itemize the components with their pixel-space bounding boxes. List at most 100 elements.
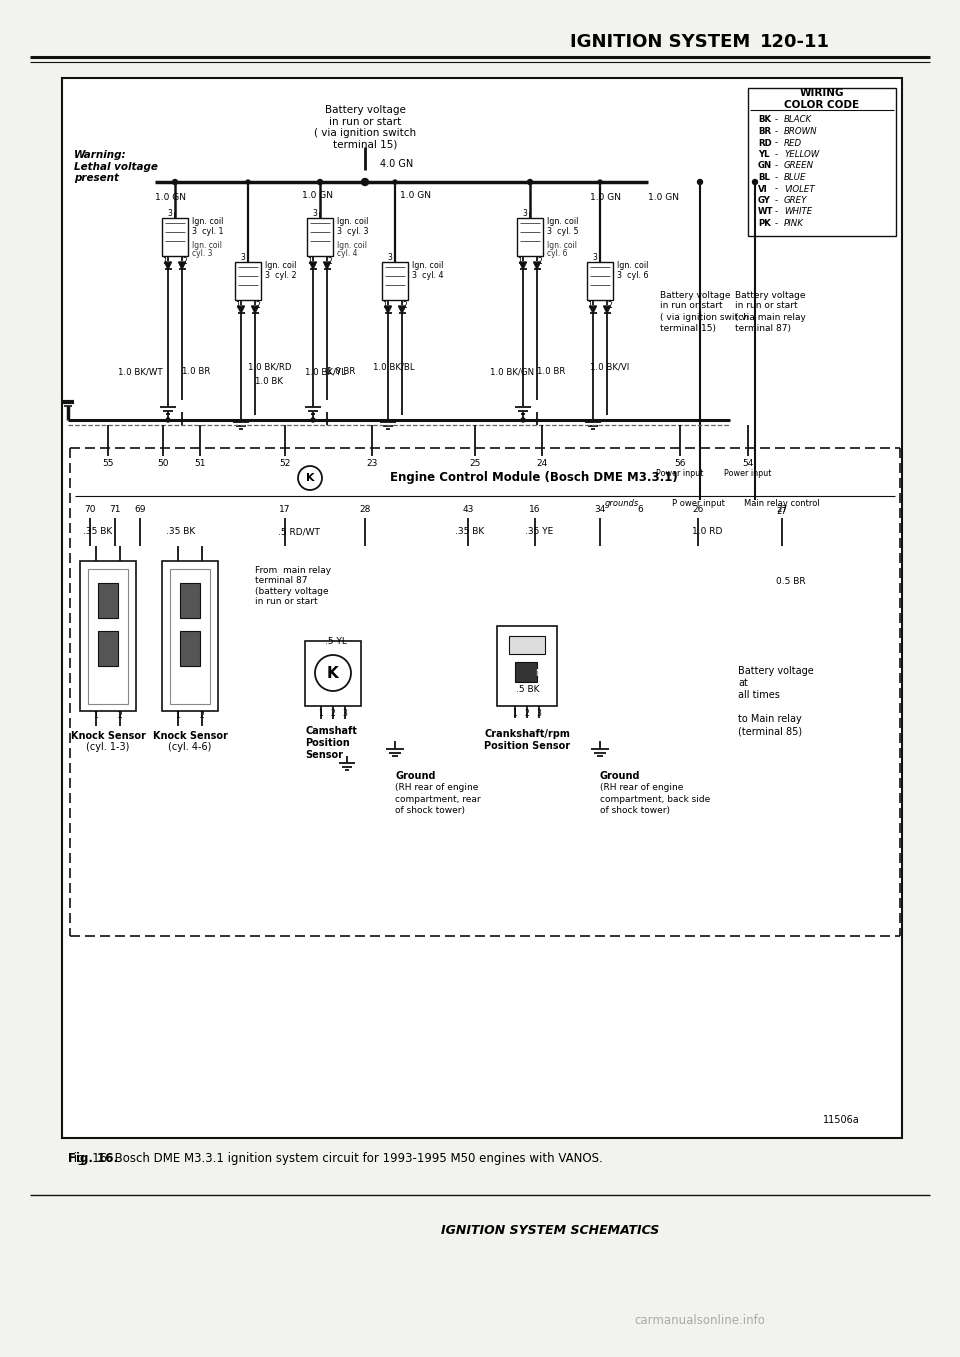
Bar xyxy=(497,626,557,706)
Bar xyxy=(509,636,545,654)
Text: -: - xyxy=(775,195,778,205)
Text: GREY: GREY xyxy=(784,195,807,205)
Text: 1.0 BK/YL: 1.0 BK/YL xyxy=(305,368,346,376)
Text: of shock tower): of shock tower) xyxy=(600,806,670,814)
Text: 1: 1 xyxy=(383,300,388,309)
Circle shape xyxy=(246,180,250,185)
Text: 1: 1 xyxy=(307,256,312,266)
Text: cyl. 4: cyl. 4 xyxy=(337,250,360,258)
Text: carmanualsonline.info: carmanualsonline.info xyxy=(635,1314,765,1327)
Bar xyxy=(748,88,896,236)
Text: terminal 15): terminal 15) xyxy=(660,323,716,332)
Text: 0.5 BR: 0.5 BR xyxy=(776,577,805,585)
Text: ( via ignition switch: ( via ignition switch xyxy=(660,312,749,322)
Text: 2: 2 xyxy=(402,300,407,309)
Text: 2: 2 xyxy=(608,300,612,309)
Circle shape xyxy=(318,179,323,185)
Text: PK: PK xyxy=(758,218,771,228)
Text: (terminal 85): (terminal 85) xyxy=(738,726,803,735)
Text: -: - xyxy=(775,115,778,125)
Text: 2: 2 xyxy=(538,256,542,266)
Text: 24: 24 xyxy=(537,460,547,468)
Text: S: S xyxy=(505,669,511,678)
Circle shape xyxy=(753,179,757,185)
Text: 43: 43 xyxy=(463,506,473,514)
Text: Power input: Power input xyxy=(724,470,772,479)
Text: -: - xyxy=(775,208,778,217)
Bar xyxy=(98,584,118,617)
Text: 51: 51 xyxy=(194,460,205,468)
Polygon shape xyxy=(519,262,526,269)
Text: BR: BR xyxy=(758,128,771,136)
Text: 69: 69 xyxy=(134,506,146,514)
Text: BL: BL xyxy=(758,172,770,182)
Text: 1: 1 xyxy=(235,300,240,309)
Text: 1.0 GN: 1.0 GN xyxy=(590,193,621,201)
Text: BLACK: BLACK xyxy=(784,115,812,125)
Text: GREEN: GREEN xyxy=(784,161,814,171)
Text: 3: 3 xyxy=(387,254,392,262)
Text: -: - xyxy=(775,128,778,136)
Polygon shape xyxy=(237,305,245,313)
Circle shape xyxy=(521,418,525,422)
Bar xyxy=(235,262,261,300)
Polygon shape xyxy=(164,262,172,269)
Text: (RH rear of engine: (RH rear of engine xyxy=(395,783,478,792)
Text: to Main relay: to Main relay xyxy=(738,714,802,725)
Text: Ign. coil: Ign. coil xyxy=(337,242,367,251)
Text: 2: 2 xyxy=(182,256,187,266)
Polygon shape xyxy=(534,262,540,269)
Text: terminal 87): terminal 87) xyxy=(735,323,791,332)
Text: VIOLET: VIOLET xyxy=(784,185,815,194)
Text: 27: 27 xyxy=(777,506,788,514)
Text: 1.0 BK/GN: 1.0 BK/GN xyxy=(490,368,534,376)
Circle shape xyxy=(598,180,602,185)
Text: 1: 1 xyxy=(162,256,167,266)
Text: 11506a: 11506a xyxy=(824,1115,860,1125)
Text: -: - xyxy=(775,151,778,159)
Polygon shape xyxy=(604,305,611,313)
Text: cyl. 3: cyl. 3 xyxy=(192,250,212,258)
Text: .5 YL: .5 YL xyxy=(325,636,347,646)
Text: Position: Position xyxy=(305,738,349,748)
Text: Battery voltage: Battery voltage xyxy=(660,290,731,300)
Text: GN: GN xyxy=(758,161,772,171)
Circle shape xyxy=(166,418,170,422)
Text: -: - xyxy=(775,161,778,171)
Text: 1.0 GN: 1.0 GN xyxy=(302,190,333,199)
Text: Fig. 16.: Fig. 16. xyxy=(68,1152,118,1166)
Text: 2: 2 xyxy=(255,300,260,309)
Text: GY: GY xyxy=(758,195,771,205)
Text: Crankshaft/rpm: Crankshaft/rpm xyxy=(484,729,570,740)
Bar xyxy=(382,262,408,300)
Text: all times: all times xyxy=(738,689,780,700)
Polygon shape xyxy=(179,262,185,269)
Text: P ower input: P ower input xyxy=(672,499,725,509)
Text: 3: 3 xyxy=(522,209,527,218)
Text: 3: 3 xyxy=(167,209,172,218)
Text: From  main relay
terminal 87
(battery voltage
in run or start: From main relay terminal 87 (battery vol… xyxy=(255,566,331,607)
Text: grounds: grounds xyxy=(605,499,639,509)
Polygon shape xyxy=(398,305,405,313)
Polygon shape xyxy=(252,305,258,313)
Text: in run or start: in run or start xyxy=(660,301,723,311)
Bar xyxy=(88,569,128,704)
Text: 27: 27 xyxy=(777,508,787,517)
Text: N: N xyxy=(535,669,541,678)
Text: 1.0 BK/WT: 1.0 BK/WT xyxy=(118,368,162,376)
Bar xyxy=(180,631,200,666)
Text: 1.0 BK: 1.0 BK xyxy=(255,377,283,387)
Text: 3: 3 xyxy=(312,209,317,218)
Text: (cyl. 1-3): (cyl. 1-3) xyxy=(86,742,130,752)
Text: 1.0 GN: 1.0 GN xyxy=(648,193,679,201)
Bar xyxy=(180,584,200,617)
Text: 16: 16 xyxy=(529,506,540,514)
Text: (cyl. 4-6): (cyl. 4-6) xyxy=(168,742,212,752)
Text: Fig. 16. Bosch DME M3.3.1 ignition system circuit for 1993-1995 M50 engines with: Fig. 16. Bosch DME M3.3.1 ignition syste… xyxy=(68,1152,603,1166)
Text: K: K xyxy=(327,665,339,680)
Text: 55: 55 xyxy=(103,460,113,468)
Text: 1: 1 xyxy=(517,256,522,266)
Bar xyxy=(162,218,188,256)
Text: cyl. 6: cyl. 6 xyxy=(547,250,570,258)
Text: 56: 56 xyxy=(674,460,685,468)
